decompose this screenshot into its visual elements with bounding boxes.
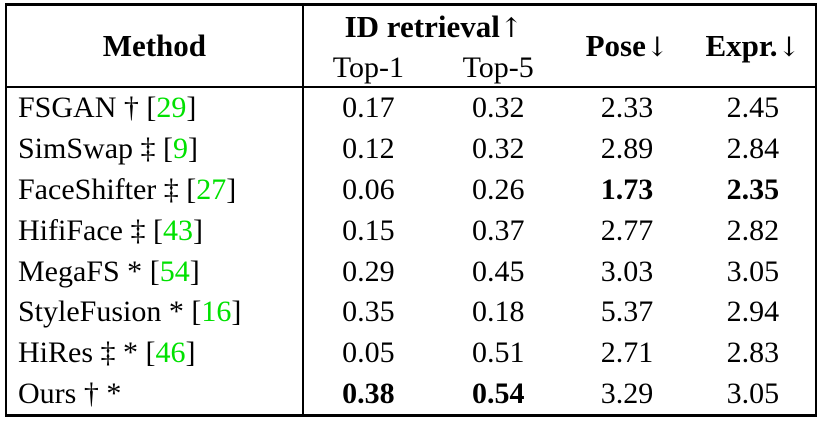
table-body: FSGAN † [29] 0.17 0.32 2.33 2.45 SimSwap ‡ [9… [6,86,816,416]
top5-value: 0.18 [471,295,525,329]
method-name: FaceShifter ‡ [18,173,179,207]
method-cell: StyleFusion * [16] [6,291,304,333]
table-row: FaceShifter ‡ [27] 0.06 0.26 1.73 2.35 [6,169,816,210]
expr-value: 2.84 [726,132,780,166]
table-header: Method ID retrieval↑ Pose↓ Expr.↓ Top-1 … [6,4,816,88]
expr-value: 2.83 [726,336,780,369]
col-header-expr: Expr.↓ [690,4,816,88]
top5-value: 0.32 [471,132,525,166]
method-name: SimSwap ‡ [18,132,156,166]
expr-value: 2.94 [726,295,780,329]
method-cell: MegaFS * [54] [6,250,304,292]
pose-value: 2.89 [600,132,654,166]
top1-value: 0.15 [342,213,395,247]
method-name: MegaFS * [18,254,143,288]
pose-value: 2.71 [600,336,654,369]
top5-value: 0.54 [471,376,525,410]
method-cell: FSGAN † [29] [6,86,304,129]
expr-value: 3.05 [726,254,780,288]
citation-link[interactable]: 54 [159,254,190,288]
down-arrow-icon: ↓ [777,31,801,63]
method-name: HifiFace ‡ [18,213,146,247]
table-row: HifiFace ‡ [43] 0.15 0.37 2.77 2.82 [6,209,816,251]
table-row: SimSwap ‡ [9] 0.12 0.32 2.89 2.84 [6,128,816,170]
table-row: Ours † * 0.38 0.54 3.29 3.05 [6,372,816,416]
top1-value: 0.35 [342,295,395,329]
col-header-pose: Pose↓ [563,4,691,88]
results-table: Method ID retrieval↑ Pose↓ Expr.↓ Top-1 … [5,3,817,417]
pose-value: 2.77 [600,213,654,247]
pose-value: 3.03 [600,254,654,288]
pose-value: 2.33 [600,91,654,125]
expr-value: 2.82 [726,213,780,247]
top1-value: 0.12 [342,132,395,166]
method-cell: HiRes ‡ * [46] [6,332,304,373]
top5-value: 0.51 [471,336,525,369]
citation-link[interactable]: 16 [201,295,232,329]
table-row: FSGAN † [29] 0.17 0.32 2.33 2.45 [6,86,816,129]
method-name: Ours † * [18,376,122,410]
col-header-top1: Top-1 [302,48,434,88]
expr-value: 2.45 [726,91,780,125]
id-retrieval-label: ID retrieval [344,9,500,45]
citation-link[interactable]: 46 [155,336,186,369]
citation-link[interactable]: 9 [173,132,189,166]
col-header-id-retrieval: ID retrieval↑ [303,5,564,49]
method-name: FSGAN † [18,91,139,125]
method-cell: Ours † * [6,372,304,416]
header-row-2: Top-1 Top-5 [6,48,816,88]
top5-value: 0.32 [471,91,525,125]
header-row-1: Method ID retrieval↑ Pose↓ Expr.↓ [6,4,816,88]
citation-link[interactable]: 29 [156,91,187,125]
col-header-method: Method [6,4,304,88]
col-header-top5: Top-5 [433,48,564,88]
top1-value: 0.38 [342,376,395,410]
citation-link[interactable]: 27 [196,173,227,207]
method-header-label: Method [102,27,207,63]
table-row: StyleFusion * [16] 0.35 0.18 5.37 2.94 [6,291,816,333]
method-cell: SimSwap ‡ [9] [6,128,304,170]
pose-value: 3.29 [600,376,654,410]
pose-value: 1.73 [600,173,654,207]
top5-value: 0.45 [471,254,525,288]
top1-value: 0.05 [342,336,395,369]
expr-value: 2.35 [726,173,780,207]
top5-value: 0.26 [471,173,525,207]
up-arrow-icon: ↑ [499,13,523,45]
pose-label: Pose [585,27,646,63]
table-row: MegaFS * [54] 0.29 0.45 3.03 3.05 [6,250,816,292]
table-row: HiRes ‡ * [46] 0.05 0.51 2.71 2.83 [6,332,816,373]
top1-value: 0.17 [342,91,395,125]
top5-value: 0.37 [471,213,525,247]
expr-value: 3.05 [726,376,780,410]
citation-link[interactable]: 43 [162,213,193,247]
top1-value: 0.29 [342,254,395,288]
top1-value: 0.06 [342,173,395,207]
method-name: HiRes ‡ * [18,336,138,369]
down-arrow-icon: ↓ [645,31,669,63]
expr-label: Expr. [705,27,778,63]
method-name: StyleFusion * [18,295,184,329]
pose-value: 5.37 [600,295,654,329]
method-cell: HifiFace ‡ [43] [6,209,304,251]
results-table-container: Method ID retrieval↑ Pose↓ Expr.↓ Top-1 … [5,3,817,417]
method-cell: FaceShifter ‡ [27] [6,169,304,210]
